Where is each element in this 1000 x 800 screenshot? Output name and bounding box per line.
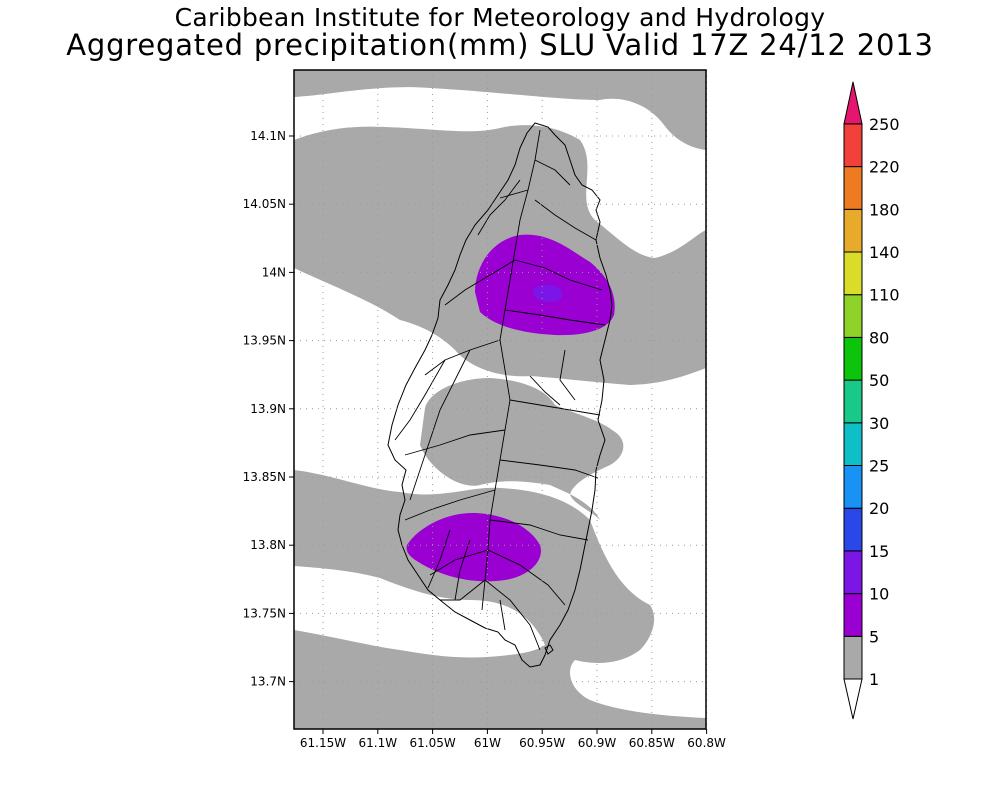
lat-tick-label: 13.9N	[250, 402, 286, 416]
colorbar-label: 5	[869, 627, 879, 646]
precip-cell-10-15mm-north	[533, 284, 563, 302]
lat-tick-label: 14.1N	[250, 129, 286, 143]
lat-tick-label: 14N	[262, 265, 286, 279]
plot-frame	[293, 69, 707, 730]
colorbar-label: 10	[869, 585, 889, 604]
precip-cell-5-10mm-south	[406, 512, 541, 582]
precip-band-1-5mm-middle	[420, 378, 624, 520]
colorbar-label: 20	[869, 499, 889, 518]
longitude-axis: 61.15W 61.1W 61.05W 61W 60.95W 60.9W 60.85W 60.…	[300, 729, 726, 750]
lon-tick-label: 61W	[474, 736, 501, 750]
colorbar-label: 250	[869, 115, 900, 134]
latitude-axis: 14.1N 14.05N 14N 13.95N 13.9N 13.85N 13.8N 13.7…	[243, 129, 294, 689]
colorbar-segment	[843, 507, 863, 552]
island-coastline	[387, 122, 613, 668]
lon-tick-label: 61.1W	[359, 736, 398, 750]
precip-band-1-5mm-top	[294, 70, 706, 150]
lat-tick-label: 13.7N	[250, 675, 286, 689]
colorbar-under-triangle	[843, 678, 863, 720]
lat-tick-label: 13.95N	[243, 334, 286, 348]
lon-tick-label: 60.8W	[687, 736, 726, 750]
colorbar-label: 180	[869, 200, 900, 219]
colorbar-segment	[843, 294, 863, 338]
colorbar-label: 220	[869, 158, 900, 177]
lat-tick-label: 13.8N	[250, 538, 286, 552]
lon-tick-label: 61.05W	[409, 736, 455, 750]
precip-band-1-5mm-south	[294, 470, 706, 729]
lat-tick-label: 14.05N	[243, 197, 286, 211]
lon-tick-label: 60.95W	[519, 736, 565, 750]
colorbar-label: 30	[869, 414, 889, 433]
islet-outline	[544, 644, 554, 655]
lon-tick-label: 60.9W	[578, 736, 617, 750]
colorbar-over-triangle	[843, 81, 863, 125]
colorbar-segment	[843, 422, 863, 466]
lon-tick-label: 61.15W	[300, 736, 346, 750]
colorbar-label: 50	[869, 371, 889, 390]
river-network	[394, 129, 606, 651]
colorbar-segment	[843, 251, 863, 296]
colorbar-segment	[843, 465, 863, 509]
lat-tick-label: 13.85N	[243, 470, 286, 484]
colorbar-segment	[843, 593, 863, 637]
colorbar-segment	[843, 550, 863, 595]
colorbar-label: 140	[869, 243, 900, 262]
colorbar-label: 1	[869, 670, 879, 689]
lat-tick-label: 13.75N	[243, 606, 286, 620]
lon-tick-label: 60.85W	[629, 736, 675, 750]
colorbar-label: 25	[869, 457, 889, 476]
colorbar-segment	[843, 635, 863, 680]
colorbar-label: 15	[869, 542, 889, 561]
chart-title-line1: Caribbean Institute for Meteorology and …	[174, 3, 826, 32]
precip-band-1-5mm-islet	[678, 285, 694, 298]
precipitation-fields	[294, 70, 706, 729]
colorbar-segment	[843, 123, 863, 168]
colorbar-segment	[843, 166, 863, 210]
colorbar-label: 80	[869, 328, 889, 347]
colorbar-segment	[843, 208, 863, 253]
colorbar-segment	[843, 336, 863, 381]
colorbar-label: 110	[869, 286, 900, 305]
colorbar-segment	[843, 379, 863, 424]
chart-title-line2: Aggregated precipitation(mm) SLU Valid 1…	[66, 28, 934, 62]
